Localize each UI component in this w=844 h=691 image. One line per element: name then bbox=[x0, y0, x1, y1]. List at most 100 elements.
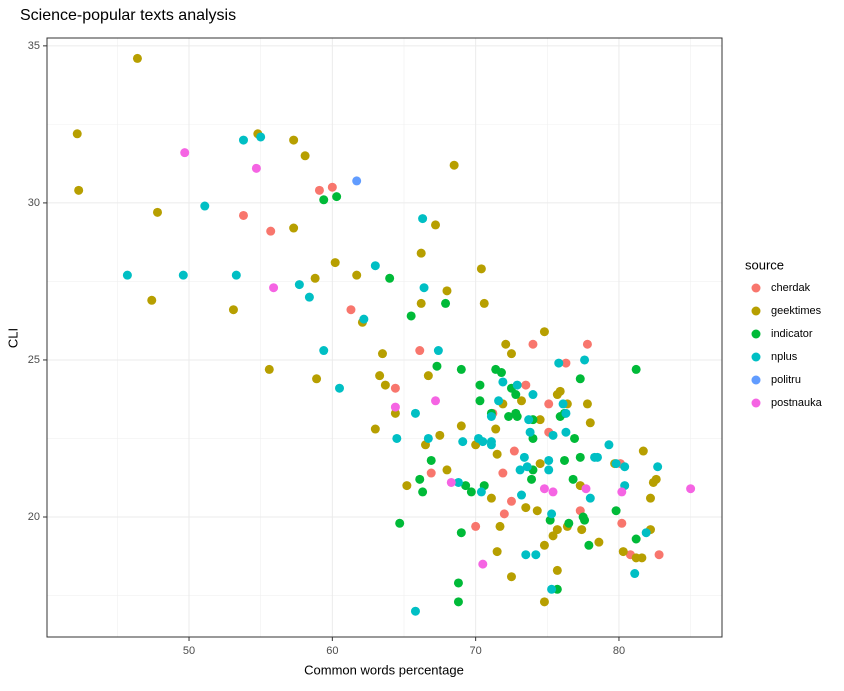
point bbox=[486, 411, 496, 421]
point bbox=[435, 430, 445, 440]
point bbox=[491, 424, 501, 434]
point bbox=[548, 531, 558, 541]
point bbox=[498, 468, 508, 478]
point bbox=[547, 509, 557, 519]
y-tick-label: 25 bbox=[28, 354, 40, 366]
point bbox=[631, 364, 641, 374]
x-tick-label: 80 bbox=[613, 645, 625, 657]
point bbox=[442, 465, 452, 475]
point bbox=[423, 433, 433, 443]
point bbox=[528, 390, 538, 400]
point bbox=[312, 374, 322, 384]
point bbox=[535, 459, 545, 469]
legend-label: geektimes bbox=[771, 305, 822, 317]
point bbox=[458, 437, 468, 447]
point bbox=[238, 135, 248, 145]
point bbox=[554, 358, 564, 368]
point bbox=[441, 298, 451, 308]
point bbox=[479, 298, 489, 308]
point bbox=[346, 305, 356, 315]
point bbox=[415, 474, 425, 484]
point bbox=[456, 364, 466, 374]
point bbox=[611, 506, 621, 516]
point bbox=[492, 547, 502, 557]
legend-marker bbox=[751, 306, 761, 316]
point bbox=[390, 383, 400, 393]
y-tick-label: 20 bbox=[28, 511, 40, 523]
point bbox=[390, 408, 400, 418]
point bbox=[631, 534, 641, 544]
point bbox=[72, 129, 82, 139]
legend-marker bbox=[751, 398, 761, 408]
point bbox=[544, 399, 554, 409]
point bbox=[517, 396, 527, 406]
x-tick-label: 60 bbox=[326, 645, 338, 657]
point bbox=[504, 411, 514, 421]
point bbox=[580, 515, 590, 525]
point bbox=[653, 462, 663, 472]
point bbox=[251, 163, 261, 173]
point bbox=[418, 487, 428, 497]
point bbox=[395, 518, 405, 528]
legend-label: cherdak bbox=[771, 282, 811, 294]
point bbox=[547, 584, 557, 594]
point bbox=[581, 484, 591, 494]
point bbox=[180, 148, 190, 158]
point bbox=[521, 503, 531, 513]
point bbox=[478, 437, 488, 447]
point bbox=[359, 314, 369, 324]
point bbox=[385, 273, 395, 283]
point bbox=[539, 597, 549, 607]
point bbox=[539, 540, 549, 550]
point bbox=[456, 528, 466, 538]
point bbox=[289, 135, 299, 145]
point bbox=[475, 396, 485, 406]
point bbox=[456, 421, 466, 431]
point bbox=[416, 298, 426, 308]
point bbox=[686, 484, 696, 494]
point bbox=[630, 569, 640, 579]
point bbox=[314, 185, 324, 195]
point bbox=[132, 53, 142, 63]
point bbox=[544, 465, 554, 475]
point bbox=[238, 210, 248, 220]
legend-label: indicator bbox=[771, 328, 813, 340]
point bbox=[515, 465, 525, 475]
point bbox=[74, 185, 84, 195]
point bbox=[426, 455, 436, 465]
point bbox=[453, 578, 463, 588]
point bbox=[475, 380, 485, 390]
point bbox=[498, 377, 508, 387]
point bbox=[501, 339, 511, 349]
point bbox=[527, 474, 537, 484]
point bbox=[594, 537, 604, 547]
point bbox=[415, 346, 425, 356]
point bbox=[122, 270, 132, 280]
point bbox=[319, 346, 329, 356]
x-tick-label: 70 bbox=[470, 645, 482, 657]
point bbox=[506, 496, 516, 506]
point bbox=[506, 349, 516, 359]
point bbox=[431, 396, 441, 406]
point bbox=[548, 430, 558, 440]
point bbox=[392, 433, 402, 443]
point bbox=[419, 283, 429, 293]
point bbox=[476, 264, 486, 274]
point bbox=[486, 493, 496, 503]
point bbox=[310, 273, 320, 283]
point bbox=[519, 452, 529, 462]
point bbox=[552, 565, 562, 575]
point bbox=[416, 248, 426, 258]
point bbox=[575, 374, 585, 384]
y-tick-label: 30 bbox=[28, 197, 40, 209]
point bbox=[461, 481, 471, 491]
point bbox=[228, 305, 238, 315]
point bbox=[432, 361, 442, 371]
point bbox=[375, 371, 385, 381]
point bbox=[178, 270, 188, 280]
point bbox=[426, 468, 436, 478]
legend-label: nplus bbox=[771, 351, 798, 363]
point bbox=[410, 606, 420, 616]
point bbox=[327, 182, 337, 192]
